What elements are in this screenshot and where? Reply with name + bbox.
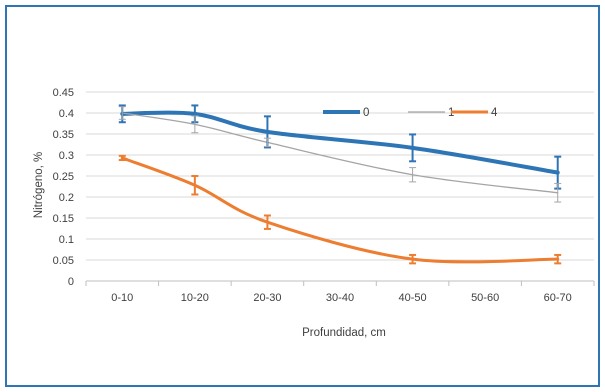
series-line-0 bbox=[120, 110, 560, 175]
y-tick-label: 0.15 bbox=[53, 213, 74, 225]
x-tick-label: 30-40 bbox=[326, 292, 354, 304]
y-axis-title: Nitrógeno, % bbox=[33, 152, 45, 218]
x-tick-label: 50-60 bbox=[471, 292, 499, 304]
error-bar-4 bbox=[191, 175, 199, 196]
series-line-4 bbox=[120, 156, 560, 264]
series-line-1 bbox=[121, 112, 559, 194]
x-tick-label: 60-70 bbox=[544, 292, 572, 304]
error-bar-0 bbox=[409, 133, 417, 163]
x-tick-label: 40-50 bbox=[399, 292, 427, 304]
y-tick-label: 0.45 bbox=[53, 87, 74, 99]
error-bar-1 bbox=[118, 106, 126, 120]
error-bar-1 bbox=[554, 183, 562, 203]
y-tick-label: 0.2 bbox=[59, 192, 74, 204]
legend-label-4: 4 bbox=[491, 107, 498, 119]
y-tick-label: 0.1 bbox=[59, 234, 74, 246]
legend-label-0: 0 bbox=[363, 107, 369, 119]
error-bar-4 bbox=[263, 214, 271, 230]
error-bar-4 bbox=[118, 154, 126, 162]
error-bar-1 bbox=[409, 167, 417, 183]
y-tick-label: 0.25 bbox=[53, 171, 74, 183]
error-bar-4 bbox=[409, 253, 417, 265]
y-tick-label: 0.4 bbox=[59, 108, 74, 120]
error-bar-1 bbox=[191, 115, 199, 134]
chart-border bbox=[5, 5, 600, 387]
error-bars bbox=[118, 104, 562, 265]
x-tick-label: 0-10 bbox=[111, 292, 133, 304]
series-lines bbox=[120, 110, 560, 264]
y-tick-label: 0 bbox=[68, 276, 74, 288]
y-tick-label: 0.3 bbox=[59, 150, 74, 162]
y-tick-label: 0.35 bbox=[53, 129, 74, 141]
axes: 0 0.05 0.1 0.15 0.2 0.25 0.3 0.35 0.4 0.45 0-10 10-… bbox=[53, 87, 595, 304]
y-tick-label: 0.05 bbox=[53, 255, 74, 267]
x-tick-label: 10-20 bbox=[181, 292, 209, 304]
legend: 014 bbox=[323, 107, 498, 119]
x-axis-title: Profundidad, cm bbox=[302, 327, 386, 339]
error-bar-1 bbox=[263, 137, 271, 148]
error-bar-4 bbox=[554, 253, 562, 265]
x-tick-label: 20-30 bbox=[253, 292, 281, 304]
